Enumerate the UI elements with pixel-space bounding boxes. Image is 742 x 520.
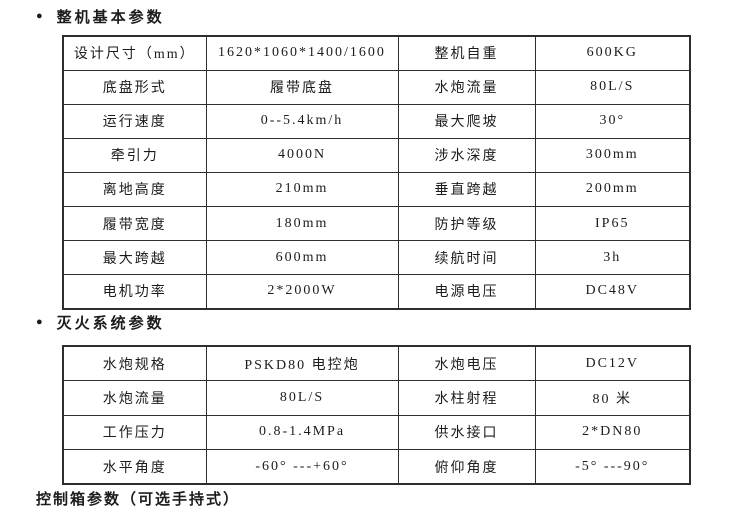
param-name-cell: 俯仰角度 — [397, 449, 536, 485]
param-name-cell: 电机功率 — [62, 274, 207, 310]
param-value-cell: 0.8-1.4MPa — [205, 414, 399, 450]
table-row: 履带宽度 180mm 防护等级 IP65 — [62, 205, 691, 242]
param-value-cell: 80L/S — [534, 69, 691, 105]
param-name-cell: 运行速度 — [62, 103, 207, 139]
table-row: 底盘形式 履带底盘 水炮流量 80L/S — [62, 69, 691, 105]
param-value-cell: 2*DN80 — [534, 414, 691, 450]
param-value-cell: 2*2000W — [205, 274, 399, 310]
param-value-cell: 80L/S — [205, 380, 399, 416]
table-row: 离地高度 210mm 垂直跨越 200mm — [62, 171, 691, 207]
param-name-cell: 整机自重 — [397, 35, 536, 71]
table-row: 电机功率 2*2000W 电源电压 DC48V — [62, 274, 691, 310]
param-value-cell: 1620*1060*1400/1600 — [205, 35, 399, 71]
table-row: 工作压力 0.8-1.4MPa 供水接口 2*DN80 — [62, 414, 691, 450]
section-title-overall: ● 整机基本参数 — [36, 6, 165, 26]
param-name-cell: 最大爬坡 — [397, 103, 536, 139]
param-name-cell: 水炮流量 — [397, 69, 536, 105]
param-value-cell: 210mm — [205, 171, 399, 207]
param-name-cell: 牵引力 — [62, 137, 207, 173]
table-row: 水平角度 -60° ---+60° 俯仰角度 -5° ---90° — [62, 449, 691, 485]
param-value-cell: IP65 — [534, 205, 691, 242]
param-value-cell: DC48V — [534, 274, 691, 310]
param-value-cell: PSKD80 电控炮 — [205, 345, 399, 381]
param-name-cell: 工作压力 — [62, 414, 207, 450]
section-title-control-box: 控制箱参数（可选手持式） — [36, 492, 241, 508]
param-name-cell: 水柱射程 — [397, 380, 536, 416]
param-name-cell: 设计尺寸（mm） — [62, 35, 207, 71]
param-name-cell: 履带宽度 — [62, 205, 207, 242]
param-value-cell: 3h — [534, 240, 691, 276]
param-name-cell: 续航时间 — [397, 240, 536, 276]
param-value-cell: 履带底盘 — [205, 69, 399, 105]
section-title-text: 灭火系统参数 — [56, 315, 165, 332]
param-name-cell: 水炮电压 — [397, 345, 536, 381]
fire-system-parameters-table: 水炮规格 PSKD80 电控炮 水炮电压 DC12V 水炮流量 80L/S 水柱… — [62, 345, 691, 485]
param-name-cell: 防护等级 — [397, 205, 536, 242]
param-value-cell: 30° — [534, 103, 691, 139]
param-name-cell: 涉水深度 — [397, 137, 536, 173]
param-value-cell: -5° ---90° — [534, 449, 691, 485]
param-name-cell: 水平角度 — [62, 449, 207, 485]
param-name-cell: 离地高度 — [62, 171, 207, 207]
section-title-text: 整机基本参数 — [56, 9, 165, 26]
param-value-cell: 600mm — [205, 240, 399, 276]
param-value-cell: 600KG — [534, 35, 691, 71]
table-row: 最大跨越 600mm 续航时间 3h — [62, 240, 691, 276]
table-row: 设计尺寸（mm） 1620*1060*1400/1600 整机自重 600KG — [62, 35, 691, 71]
param-value-cell: DC12V — [534, 345, 691, 381]
param-value-cell: -60° ---+60° — [205, 449, 399, 485]
table-row: 运行速度 0--5.4km/h 最大爬坡 30° — [62, 103, 691, 139]
table-row: 牵引力 4000N 涉水深度 300mm — [62, 137, 691, 173]
param-name-cell: 水炮规格 — [62, 345, 207, 381]
param-value-cell: 200mm — [534, 171, 691, 207]
section-title-fire-system: ● 灭火系统参数 — [36, 312, 165, 332]
overall-parameters-table: 设计尺寸（mm） 1620*1060*1400/1600 整机自重 600KG … — [62, 35, 691, 310]
param-value-cell: 180mm — [205, 205, 399, 242]
param-name-cell: 最大跨越 — [62, 240, 207, 276]
table-row: 水炮规格 PSKD80 电控炮 水炮电压 DC12V — [62, 345, 691, 381]
param-value-cell: 0--5.4km/h — [205, 103, 399, 139]
bullet-icon: ● — [36, 316, 43, 328]
param-name-cell: 供水接口 — [397, 414, 536, 450]
param-name-cell: 水炮流量 — [62, 380, 207, 416]
param-value-cell: 80 米 — [534, 380, 691, 416]
table-row: 水炮流量 80L/S 水柱射程 80 米 — [62, 380, 691, 416]
param-name-cell: 底盘形式 — [62, 69, 207, 105]
param-value-cell: 4000N — [205, 137, 399, 173]
param-value-cell: 300mm — [534, 137, 691, 173]
param-name-cell: 垂直跨越 — [397, 171, 536, 207]
param-name-cell: 电源电压 — [397, 274, 536, 310]
bullet-icon: ● — [36, 10, 43, 22]
